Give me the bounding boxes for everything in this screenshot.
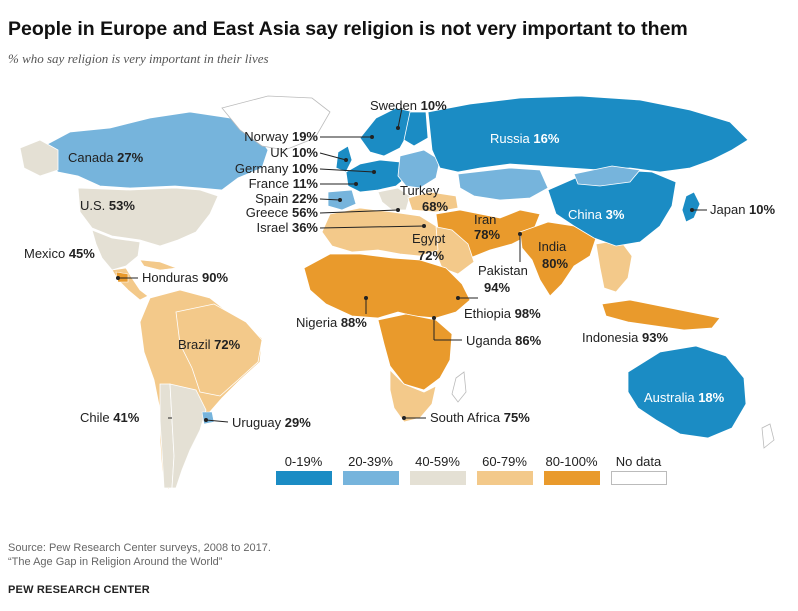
label-china: China 3%: [568, 207, 625, 222]
legend-label: 40-59%: [415, 454, 460, 469]
southern-africa-region: [389, 369, 437, 423]
label-germany: Germany 10%: [235, 161, 319, 176]
southeast-asia-region: [595, 239, 633, 293]
label-honduras: Honduras 90%: [142, 270, 228, 285]
label-pakistan-value: 94%: [484, 280, 510, 295]
label-norway: Norway 19%: [244, 129, 318, 144]
japan-region: [681, 191, 701, 223]
greenland-region: [221, 95, 331, 151]
label-mexico: Mexico 45%: [24, 246, 95, 261]
legend-swatch: [275, 471, 332, 485]
org-name: PEW RESEARCH CENTER: [8, 584, 150, 596]
mongolia-region: [573, 165, 641, 187]
legend-label: 60-79%: [482, 454, 527, 469]
legend-swatch: [543, 471, 600, 485]
label-israel: Israel 36%: [257, 220, 319, 235]
label-egypt-name: Egypt: [412, 231, 446, 246]
label-turkey-value: 68%: [422, 199, 448, 214]
finland-region: [403, 111, 429, 147]
label-uk: UK 10%: [270, 145, 318, 160]
uruguay-region: [201, 411, 215, 425]
source-line-1: Source: Pew Research Center surveys, 200…: [8, 542, 271, 554]
argentina-region: [169, 383, 207, 489]
legend-label: No data: [615, 454, 662, 469]
legend-item-20-39: 20-39%: [337, 454, 404, 485]
legend-swatch: [476, 471, 533, 485]
new-zealand-region: [761, 423, 775, 449]
label-pakistan-name: Pakistan: [478, 263, 528, 278]
label-india-name: India: [538, 239, 567, 254]
label-indonesia: Indonesia 93%: [582, 330, 668, 345]
arabia-region: [431, 225, 475, 275]
legend-swatch: [342, 471, 399, 485]
source-line-2: “The Age Gap in Religion Around the Worl…: [8, 556, 223, 568]
chart-subtitle: % who say religion is very important in …: [8, 51, 269, 66]
australia-region: [627, 345, 747, 439]
label-russia: Russia 16%: [490, 131, 560, 146]
legend-label: 80-100%: [545, 454, 598, 469]
alaska-region: [19, 139, 59, 177]
label-uganda: Uganda 86%: [466, 333, 542, 348]
brazil-region: [175, 303, 263, 397]
label-ethiopia: Ethiopia 98%: [464, 306, 541, 321]
label-turkey-name: Turkey: [400, 183, 440, 198]
indonesia-region: [601, 299, 721, 331]
label-egypt-value: 72%: [418, 248, 444, 263]
label-canada: Canada 27%: [68, 150, 144, 165]
label-chile: Chile 41%: [80, 410, 140, 425]
legend-item-no-data: No data: [605, 454, 672, 485]
chart-title: People in Europe and East Asia say relig…: [8, 18, 688, 40]
india-region: [519, 221, 597, 297]
eastern-europe-region: [397, 149, 441, 189]
caribbean-region: [139, 259, 177, 271]
label-nigeria: Nigeria 88%: [296, 315, 367, 330]
mexico-region: [91, 229, 141, 271]
madagascar-region: [451, 371, 467, 403]
label-brazil: Brazil 72%: [178, 337, 241, 352]
label-south-africa: South Africa 75%: [430, 410, 530, 425]
legend: 0-19% 20-39% 40-59% 60-79% 80-100% No da…: [270, 454, 672, 485]
legend-swatch: [610, 471, 667, 485]
legend-item-80-100: 80-100%: [538, 454, 605, 485]
turkey-region: [407, 191, 459, 213]
legend-item-0-19: 0-19%: [270, 454, 337, 485]
legend-item-40-59: 40-59%: [404, 454, 471, 485]
label-spain: Spain 22%: [255, 191, 318, 206]
label-japan: Japan 10%: [710, 202, 776, 217]
source-note: Source: Pew Research Center surveys, 200…: [8, 541, 271, 569]
label-sweden: Sweden 10%: [370, 98, 447, 113]
label-iran-value: 78%: [474, 227, 500, 242]
label-greece: Greece 56%: [246, 205, 319, 220]
kazakhstan-region: [457, 167, 549, 201]
label-australia: Australia 18%: [644, 390, 725, 405]
sahel-africa-region: [303, 253, 471, 319]
north-africa-region: [321, 207, 439, 257]
legend-label: 20-39%: [348, 454, 393, 469]
russia-region: [427, 95, 749, 173]
balkans-region: [377, 187, 411, 211]
legend-swatch: [409, 471, 466, 485]
us-region: [77, 187, 219, 247]
canada-region: [39, 111, 269, 191]
label-uruguay: Uruguay 29%: [232, 415, 311, 430]
central-africa-region: [377, 313, 453, 391]
legend-item-60-79: 60-79%: [471, 454, 538, 485]
label-france: France 11%: [249, 176, 319, 191]
label-iran-name: Iran: [474, 212, 496, 227]
label-india-value: 80%: [542, 256, 568, 271]
label-us: U.S. 53%: [80, 198, 135, 213]
legend-label: 0-19%: [284, 454, 323, 469]
